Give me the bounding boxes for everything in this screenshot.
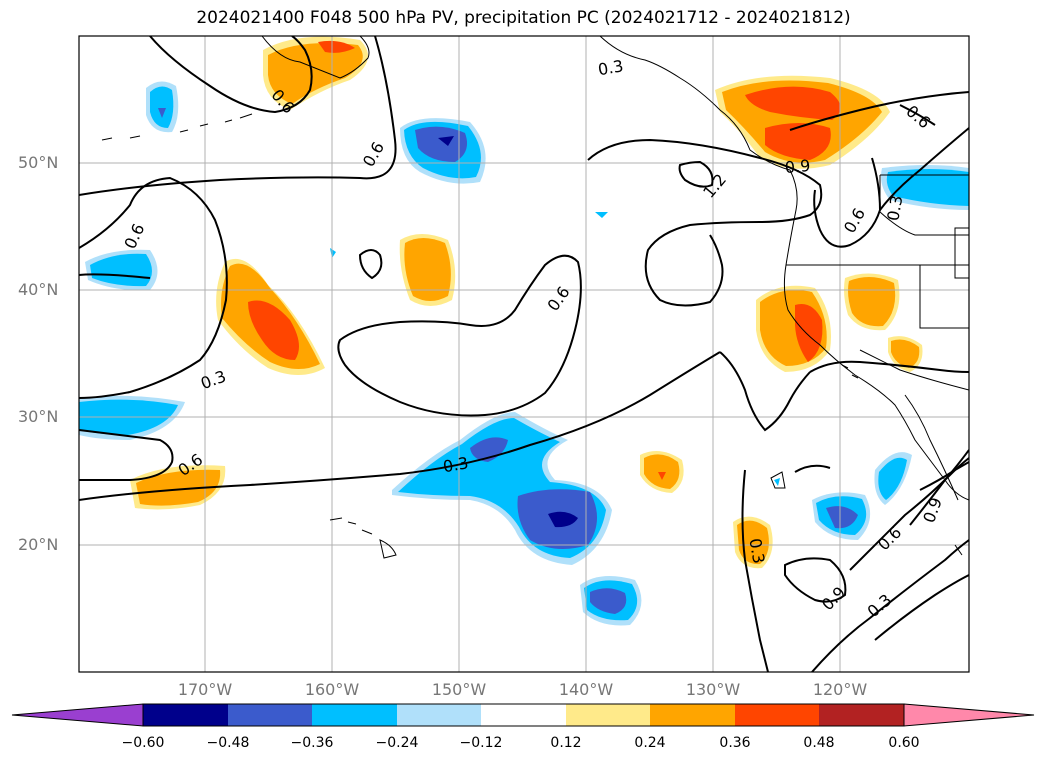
colorbar-tick-label: −0.48 (206, 735, 250, 751)
contour-label: 0.3 (596, 56, 624, 79)
lon-label: 130°W (685, 680, 741, 699)
lat-label: 20°N (18, 535, 59, 554)
colorbar-bin (650, 704, 735, 726)
colorbar-extend-low (11, 703, 144, 727)
lon-label: 120°W (812, 680, 868, 699)
colorbar-tick-label: −0.12 (459, 735, 503, 751)
pv-contours (79, 36, 969, 672)
plot-frame (78, 35, 970, 673)
colorbar-bin (397, 704, 481, 726)
colorbar-tick-label: −0.24 (375, 735, 419, 751)
colorbar-tick-label: −0.60 (121, 735, 165, 751)
lon-label: 150°W (431, 680, 487, 699)
colorbar-tick-label: 0.12 (550, 735, 582, 751)
lon-label: 140°W (558, 680, 614, 699)
precip-negative-areas (79, 81, 969, 626)
colorbar-tick-label: 0.24 (634, 735, 666, 751)
colorbar-bin (143, 704, 228, 726)
lat-label: 40°N (18, 280, 59, 299)
contour-label: 0.3 (883, 194, 906, 222)
colorbar (11, 703, 1035, 727)
gridlines (79, 36, 969, 672)
lon-label: 170°W (177, 680, 233, 699)
contour-label: 0.3 (745, 537, 768, 565)
colorbar-tick-label: −0.36 (290, 735, 334, 751)
colorbar-bin (566, 704, 650, 726)
colorbar-bin (819, 704, 904, 726)
chart-title: 2024021400 F048 500 hPa PV, precipitatio… (196, 8, 851, 28)
colorbar-tick-label: 0.36 (719, 735, 751, 751)
colorbar-tick-label: 0.60 (888, 735, 920, 751)
lon-label: 160°W (304, 680, 360, 699)
lat-label: 30°N (18, 407, 59, 426)
colorbar-tick-label: 0.48 (803, 735, 835, 751)
colorbar-extend-high (903, 703, 1035, 727)
colorbar-bin (312, 704, 397, 726)
contour-label: 0.9 (784, 156, 811, 177)
colorbar-bin (481, 704, 566, 726)
contour-label: 0.3 (441, 453, 469, 476)
colorbar-bin (735, 704, 819, 726)
lat-label: 50°N (18, 153, 59, 172)
coastlines (101, 36, 969, 559)
colorbar-bin (228, 704, 312, 726)
